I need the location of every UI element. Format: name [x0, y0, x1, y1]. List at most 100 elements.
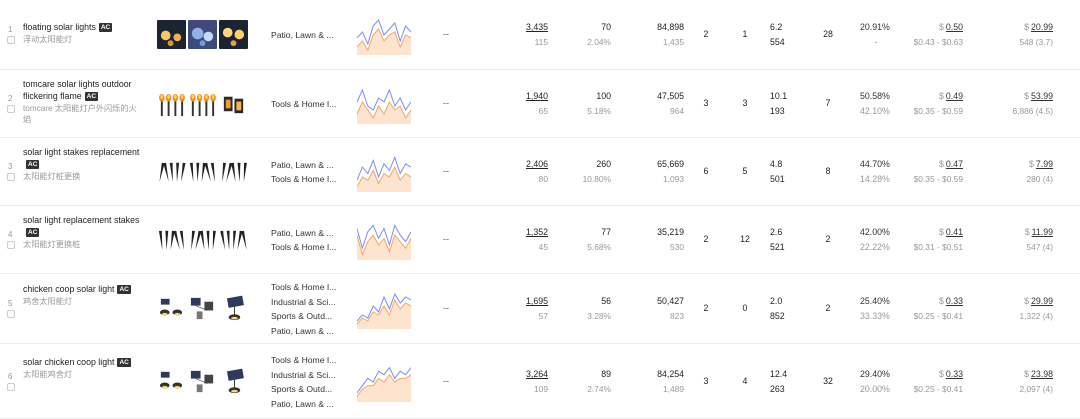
keyword-translation: 浮动太阳能灯	[23, 35, 73, 44]
price-value-line[interactable]: $29.99	[990, 294, 1053, 309]
trend-sparkline[interactable]	[357, 220, 411, 260]
product-thumbnail[interactable]	[219, 225, 248, 254]
product-thumbnail[interactable]	[157, 157, 186, 186]
sparkline-area	[357, 235, 411, 260]
sparkline-orange-series	[357, 234, 411, 257]
row-checkbox[interactable]	[7, 36, 15, 44]
product-thumbnail[interactable]	[157, 20, 186, 49]
price-value-line[interactable]: $53.99	[990, 89, 1053, 104]
product-thumbnail[interactable]	[219, 20, 248, 49]
product-thumbnail[interactable]	[157, 367, 186, 396]
conversion-value[interactable]: 44.70%	[860, 159, 890, 169]
count-a: 6	[703, 166, 709, 176]
ppc-value-line[interactable]: $0.33	[900, 294, 963, 309]
keyword-link[interactable]: chicken coop solar light	[23, 284, 115, 294]
clicks-sub: 5.18%	[587, 106, 611, 116]
price-value[interactable]: 29.99	[1030, 296, 1053, 306]
products-value: 35,219	[657, 227, 684, 237]
ppc-value[interactable]: 0.47	[945, 159, 963, 169]
products-value: 65,669	[657, 159, 684, 169]
category-list: Patio, Lawn & ...	[271, 28, 347, 43]
price-value-line[interactable]: $11.99	[990, 225, 1053, 240]
keyword-link[interactable]: solar light stakes replacement	[23, 147, 140, 157]
price-value[interactable]: 53.99	[1030, 91, 1053, 101]
price-value-line[interactable]: $23.98	[990, 367, 1053, 382]
price-value[interactable]: 23.98	[1030, 369, 1053, 379]
count-c: 8	[825, 166, 831, 176]
table-row: 5 chicken coop solar light AC 鸡舍太阳能灯 Tools &…	[0, 274, 1080, 344]
row-checkbox[interactable]	[7, 241, 15, 249]
product-thumbnail[interactable]	[188, 367, 217, 396]
product-thumbnail[interactable]	[157, 89, 186, 118]
search-volume-value[interactable]: 2,406	[525, 159, 548, 169]
conversion-value[interactable]: 25.40%	[860, 296, 890, 306]
ppc-value[interactable]: 0.33	[945, 296, 963, 306]
price-value-line[interactable]: $7.99	[990, 157, 1053, 172]
conversion-cell: 44.70% 14.28%	[860, 157, 892, 187]
ppc-value[interactable]: 0.50	[945, 22, 963, 32]
trend-sparkline[interactable]	[357, 84, 411, 124]
row-checkbox[interactable]	[7, 105, 15, 113]
ppc-value[interactable]: 0.33	[945, 369, 963, 379]
search-volume-value[interactable]: 1,695	[525, 296, 548, 306]
row-index: 2	[8, 94, 13, 103]
product-thumbnail[interactable]	[188, 294, 217, 323]
search-volume-value[interactable]: 1,352	[525, 227, 548, 237]
currency-symbol: $	[938, 22, 944, 32]
product-thumbnail[interactable]	[188, 225, 217, 254]
row-checkbox[interactable]	[7, 173, 15, 181]
price-value[interactable]: 11.99	[1031, 227, 1053, 237]
search-volume-value[interactable]: 3,264	[525, 369, 548, 379]
trend-sparkline[interactable]	[357, 152, 411, 192]
price-value-line[interactable]: $20.99	[990, 20, 1053, 35]
search-volume-value[interactable]: 3,435	[525, 22, 548, 32]
keyword-link[interactable]: solar chicken coop light	[23, 357, 115, 367]
trend-sparkline[interactable]	[357, 289, 411, 329]
price-cell: $23.98 2,097 (4)	[990, 367, 1053, 397]
price-value[interactable]: 7.99	[1035, 159, 1053, 169]
keyword-link[interactable]: tomcare solar lights outdoor flickering …	[23, 79, 132, 101]
ppc-value-line[interactable]: $0.47	[900, 157, 963, 172]
sparkline-area	[357, 29, 411, 55]
ppc-value[interactable]: 0.41	[945, 227, 963, 237]
search-volume-sub: 65	[538, 106, 548, 116]
ratio-value: 12.4	[770, 369, 788, 379]
count-c: 2	[825, 303, 831, 313]
ppc-value-line[interactable]: $0.41	[900, 225, 963, 240]
row-checkbox[interactable]	[7, 310, 15, 318]
product-thumbnail[interactable]	[157, 225, 186, 254]
product-thumbnail[interactable]	[219, 157, 248, 186]
review-count: 1,322 (4)	[1019, 311, 1053, 321]
conversion-value[interactable]: 42.00%	[860, 227, 890, 237]
ppc-range: $0.31 - $0.51	[913, 242, 963, 252]
clicks-cell: 260 10.80%	[541, 157, 611, 187]
clicks-value: 56	[601, 296, 611, 306]
trend-sparkline[interactable]	[357, 15, 411, 55]
ppc-value-line[interactable]: $0.33	[900, 367, 963, 382]
product-thumbnail[interactable]	[219, 294, 248, 323]
ppc-value-line[interactable]: $0.50	[900, 20, 963, 35]
product-thumbnail[interactable]	[157, 294, 186, 323]
sparkline-blue-series	[357, 155, 411, 181]
ppc-value-line[interactable]: $0.49	[900, 89, 963, 104]
trend-sparkline[interactable]	[357, 362, 411, 402]
conversion-value[interactable]: 50.58%	[860, 91, 890, 101]
row-checkbox[interactable]	[7, 383, 15, 391]
product-thumbnail[interactable]	[188, 157, 217, 186]
keyword-link[interactable]: floating solar lights	[23, 22, 96, 32]
conversion-value[interactable]: 29.40%	[860, 369, 890, 379]
ppc-value[interactable]: 0.49	[945, 91, 963, 101]
clicks-sub: 2.74%	[587, 384, 611, 394]
search-volume-value[interactable]: 1,940	[525, 91, 548, 101]
ac-badge: AC	[117, 285, 131, 294]
product-thumbnail[interactable]	[188, 20, 217, 49]
product-thumbnail[interactable]	[219, 367, 248, 396]
currency-symbol: $	[938, 227, 944, 237]
ppc-cell: $0.33 $0.25 - $0.41	[900, 367, 963, 397]
keyword-link[interactable]: solar light replacement stakes	[23, 215, 140, 225]
product-thumbnail[interactable]	[188, 89, 217, 118]
conversion-value[interactable]: 20.91%	[860, 22, 890, 32]
price-value[interactable]: 20.99	[1030, 22, 1053, 32]
sparkline-blue-series	[357, 366, 411, 394]
product-thumbnail[interactable]	[219, 89, 248, 118]
